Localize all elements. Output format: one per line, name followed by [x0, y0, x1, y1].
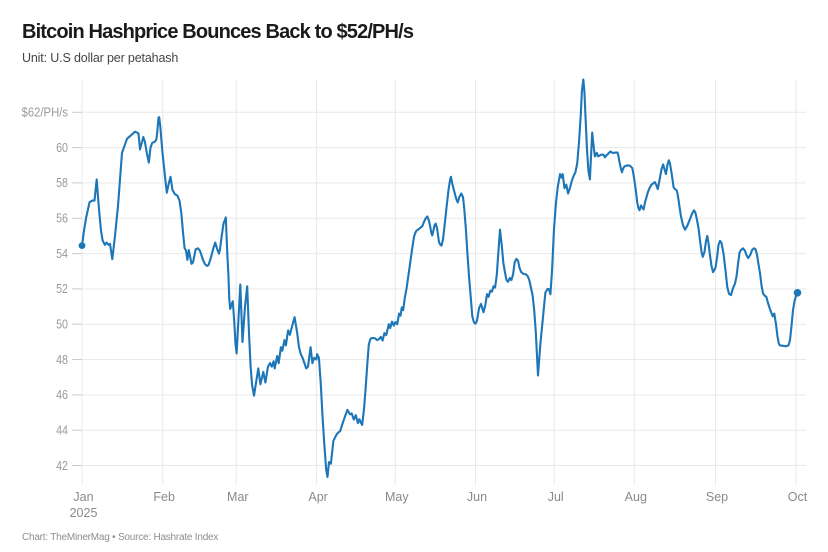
svg-text:Jan: Jan: [73, 490, 93, 504]
svg-text:50: 50: [56, 318, 68, 332]
svg-text:Jun: Jun: [467, 490, 487, 504]
svg-text:Apr: Apr: [308, 490, 327, 504]
svg-text:May: May: [385, 490, 409, 504]
svg-text:60: 60: [56, 141, 68, 155]
svg-text:Jul: Jul: [548, 490, 564, 504]
svg-text:42: 42: [56, 459, 68, 473]
svg-text:46: 46: [56, 388, 68, 402]
svg-text:54: 54: [56, 247, 68, 261]
svg-text:Oct: Oct: [788, 490, 808, 504]
svg-text:48: 48: [56, 353, 68, 367]
svg-text:58: 58: [56, 176, 68, 190]
svg-text:44: 44: [56, 424, 68, 438]
svg-text:$62/PH/s: $62/PH/s: [22, 106, 68, 120]
svg-text:52: 52: [56, 282, 68, 296]
svg-text:Feb: Feb: [153, 490, 175, 504]
svg-text:Mar: Mar: [227, 490, 249, 504]
svg-text:Sep: Sep: [706, 490, 728, 504]
svg-text:56: 56: [56, 212, 68, 226]
svg-text:2025: 2025: [70, 506, 98, 520]
svg-text:Aug: Aug: [625, 490, 647, 504]
